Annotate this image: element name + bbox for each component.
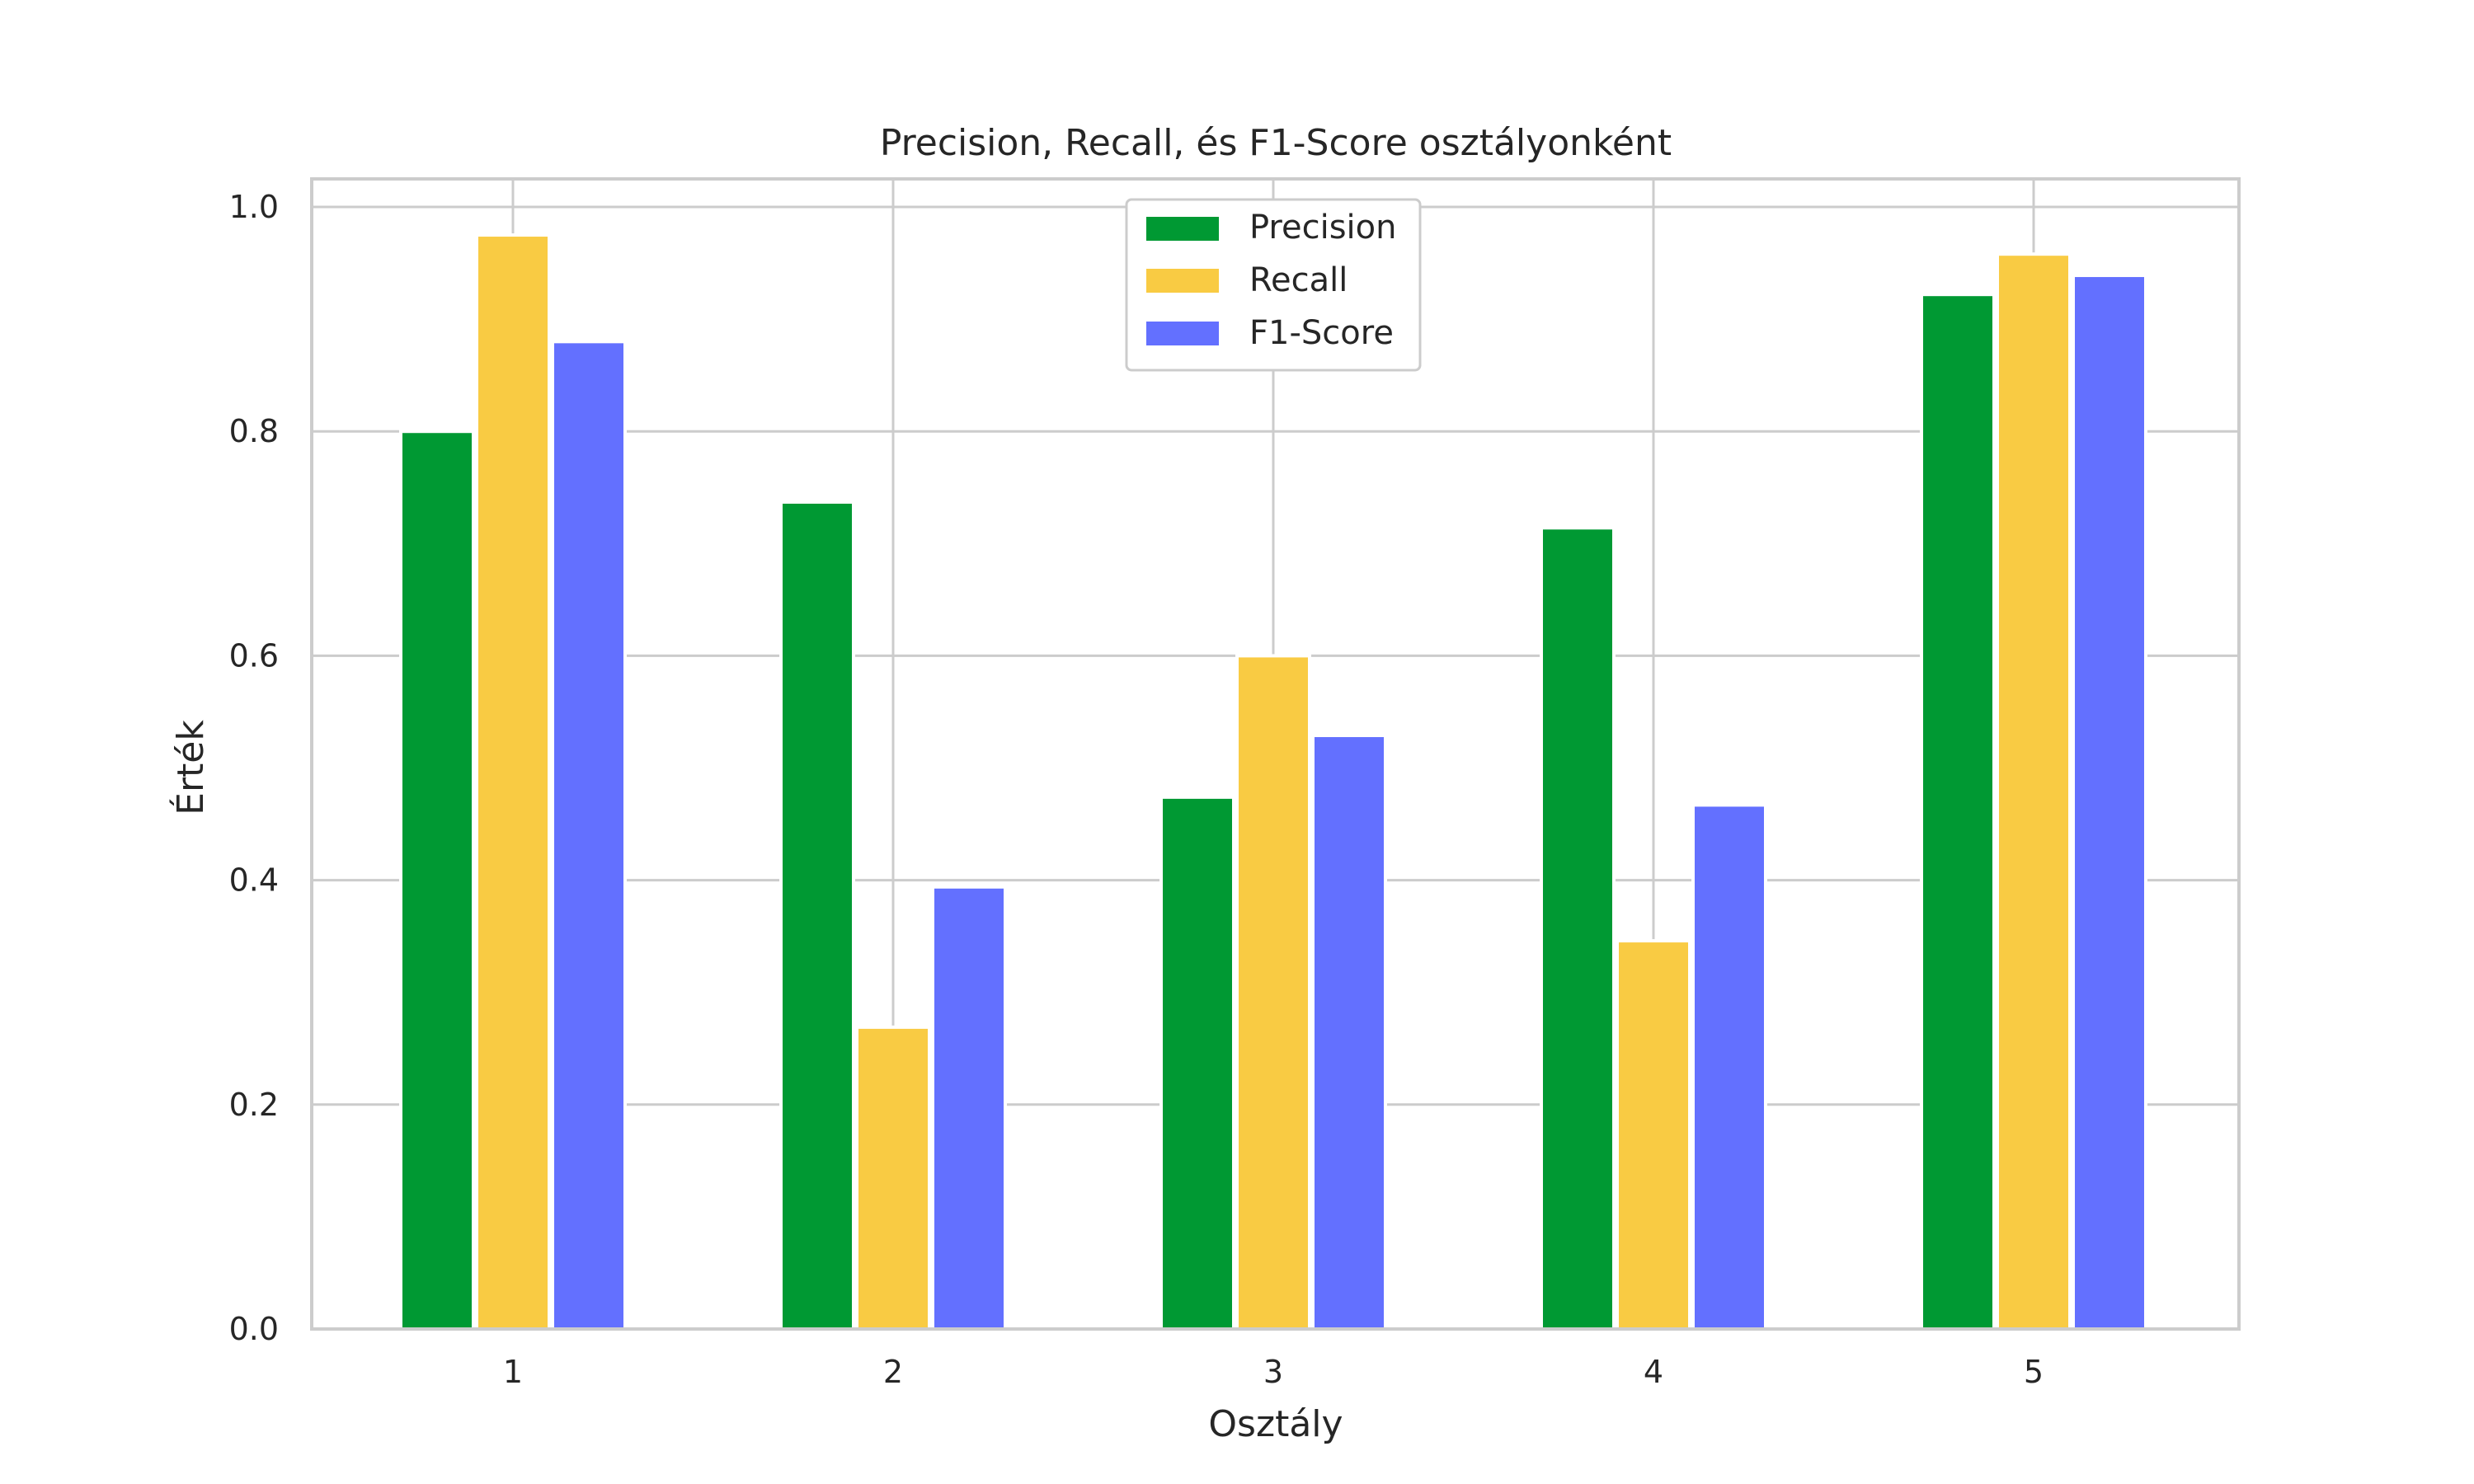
bar-recall-4 — [1616, 939, 1691, 1331]
y-tick-label: 0.4 — [229, 862, 279, 899]
bars-group — [399, 233, 2147, 1331]
x-tick-label: 1 — [503, 1354, 523, 1390]
axis-ticks: 0.0 0.2 0.4 0.6 0.8 1.0 1 2 3 4 5 — [229, 189, 2044, 1390]
chart-title: Precision, Recall, és F1-Score osztályon… — [880, 122, 1672, 164]
y-tick-label: 0.0 — [229, 1311, 279, 1347]
bar-recall-5 — [1996, 252, 2072, 1331]
x-tick-label: 3 — [1263, 1354, 1283, 1390]
y-tick-label: 0.2 — [229, 1087, 279, 1123]
bar-recall-1 — [475, 233, 551, 1331]
y-tick-label: 1.0 — [229, 189, 279, 225]
bar-precision-2 — [779, 500, 855, 1331]
y-tick-label: 0.8 — [229, 413, 279, 449]
bar-precision-4 — [1540, 526, 1616, 1331]
bar-precision-3 — [1159, 795, 1235, 1331]
bar-recall-3 — [1235, 654, 1311, 1331]
x-tick-label: 4 — [1644, 1354, 1663, 1390]
legend-swatch-precision — [1146, 217, 1219, 241]
bar-recall-2 — [855, 1025, 931, 1331]
y-axis-label: Érték — [168, 720, 212, 815]
bar-f1-score-2 — [931, 885, 1007, 1331]
bar-f1-score-4 — [1691, 803, 1767, 1331]
x-tick-label: 5 — [2024, 1354, 2044, 1390]
bar-precision-1 — [399, 430, 475, 1331]
legend-label-recall: Recall — [1249, 261, 1348, 299]
x-tick-label: 2 — [883, 1354, 903, 1390]
x-axis-label: Osztály — [1208, 1403, 1343, 1445]
bar-precision-5 — [1920, 293, 1996, 1331]
y-tick-label: 0.6 — [229, 637, 279, 674]
bar-f1-score-1 — [551, 340, 627, 1331]
legend: Precision Recall F1-Score — [1125, 198, 1422, 372]
legend-label-f1-score: F1-Score — [1249, 314, 1394, 352]
legend-swatch-recall — [1146, 269, 1219, 293]
bar-f1-score-3 — [1311, 734, 1387, 1331]
legend-label-precision: Precision — [1249, 209, 1396, 247]
plot-frame — [310, 177, 2241, 1331]
bar-f1-score-5 — [2072, 274, 2147, 1331]
legend-swatch-f1-score — [1146, 322, 1219, 345]
